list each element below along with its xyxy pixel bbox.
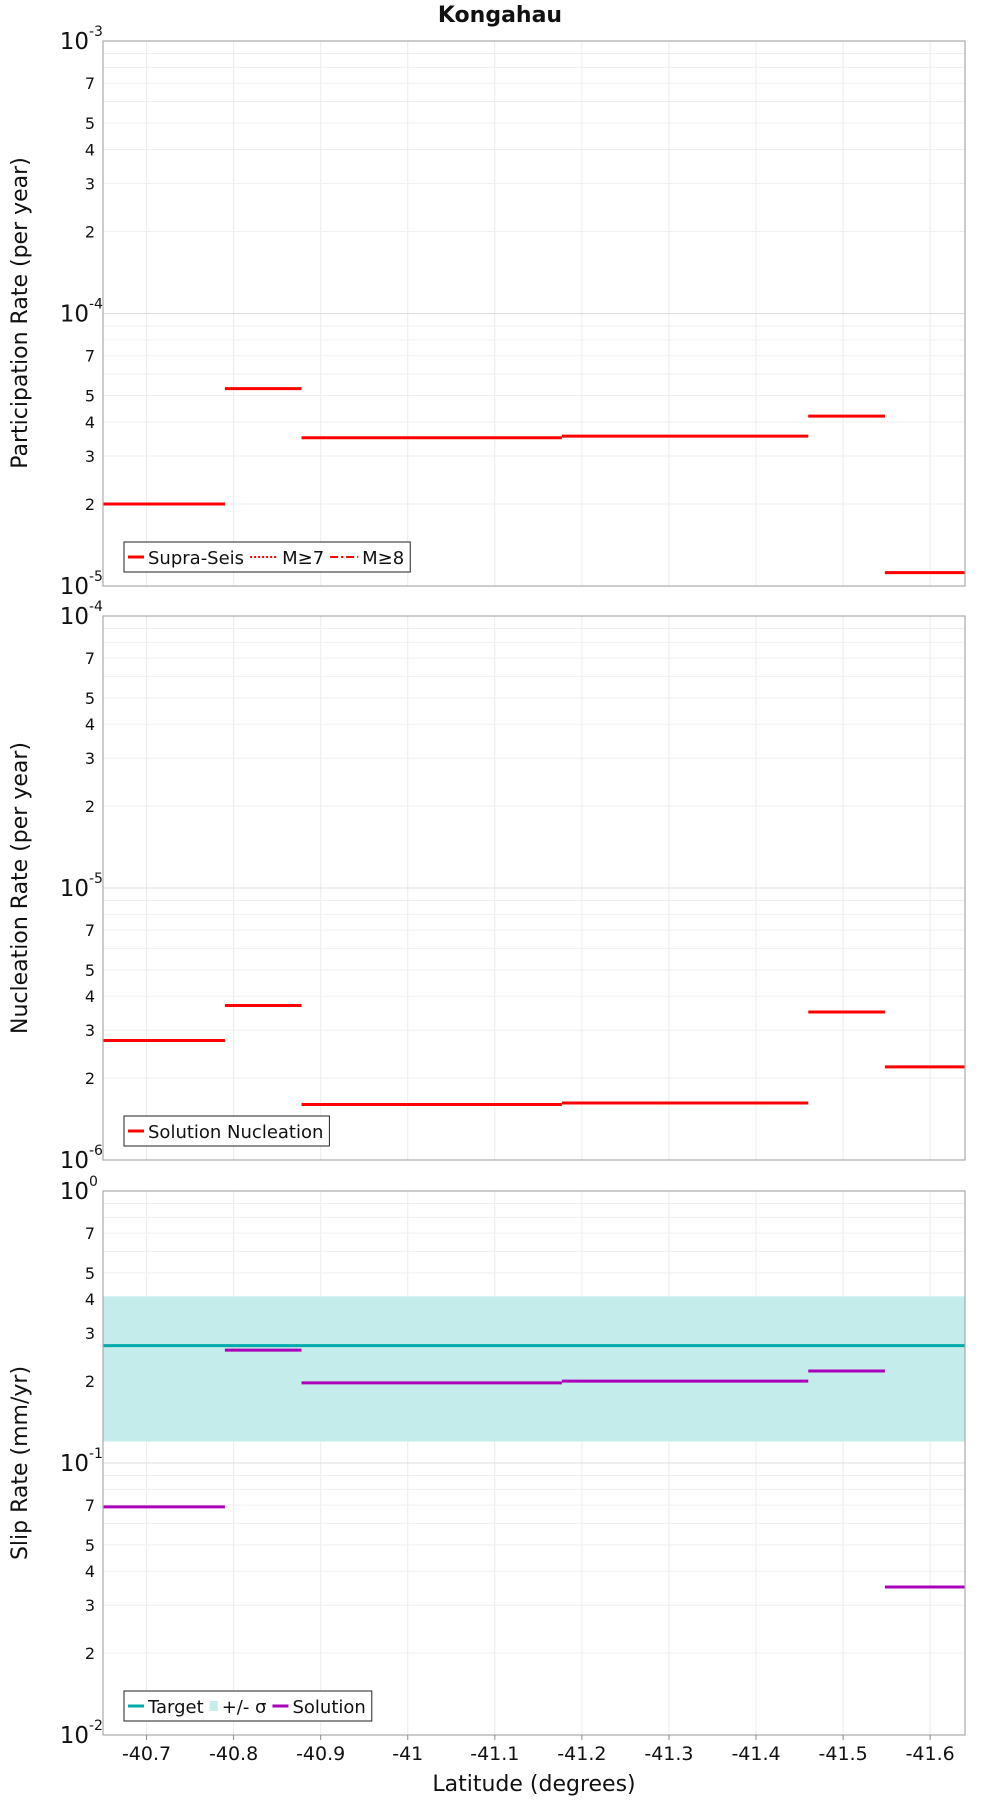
- y-tick-label-decade: 10: [60, 1723, 89, 1749]
- legend-swatch-series: [209, 1701, 218, 1711]
- x-tick-label: -40.9: [296, 1743, 345, 1765]
- participation-y-axis-label: Participation Rate (per year): [8, 157, 33, 469]
- legend-label-m-8: M≥8: [362, 548, 404, 569]
- x-tick-label: -40.7: [122, 1743, 171, 1765]
- y-tick-label: 5: [85, 114, 95, 133]
- y-tick-label: 7: [85, 921, 95, 940]
- y-tick-label: 7: [85, 649, 95, 668]
- legend-box: [123, 1115, 330, 1147]
- x-tick-label: -41.2: [557, 1743, 606, 1765]
- nucleation-plot-frame: [102, 615, 966, 1161]
- legend-box: [123, 1690, 373, 1722]
- x-tick-label: -41.5: [819, 1743, 868, 1765]
- slip-y-axis-label: Slip Rate (mm/yr): [8, 1366, 33, 1560]
- x-tick-label: -41.6: [906, 1743, 955, 1765]
- y-tick-label: 2: [85, 495, 95, 514]
- y-tick-label: 3: [85, 447, 95, 466]
- y-tick-label: 4: [85, 140, 95, 159]
- y-tick-label: 7: [85, 347, 95, 366]
- y-tick-label-decade: 10: [60, 1451, 89, 1477]
- y-tick-label: 3: [85, 174, 95, 193]
- y-tick-label-exponent: -4: [89, 297, 103, 313]
- y-tick-label: 2: [85, 797, 95, 816]
- legend-label-target: Target: [147, 1697, 204, 1718]
- y-tick-label: 2: [85, 1644, 95, 1663]
- y-tick-label: 2: [85, 222, 95, 241]
- y-tick-label: 5: [85, 961, 95, 980]
- y-tick-label-decade: 10: [60, 876, 89, 902]
- y-tick-label-exponent: 0: [89, 1174, 98, 1190]
- x-tick-label: -41.4: [731, 1743, 780, 1765]
- y-tick-label-exponent: -4: [89, 599, 103, 615]
- x-tick-label: -41.1: [470, 1743, 519, 1765]
- legend-label-solution-nucleation: Solution Nucleation: [148, 1122, 323, 1143]
- x-tick-label: -40.8: [209, 1743, 258, 1765]
- y-tick-label-exponent: -5: [89, 871, 103, 887]
- y-tick-label: 5: [85, 1536, 95, 1555]
- x-tick-label: -41: [392, 1743, 423, 1765]
- y-tick-label: 7: [85, 1496, 95, 1515]
- y-tick-label-exponent: -5: [89, 569, 103, 585]
- y-tick-label-exponent: -1: [89, 1446, 103, 1462]
- y-tick-label: 3: [85, 749, 95, 768]
- y-tick-label: 4: [85, 1290, 95, 1309]
- legend-label-m-7: M≥7: [282, 548, 324, 569]
- slip-plot-frame: [102, 1190, 966, 1736]
- y-tick-label: 5: [85, 689, 95, 708]
- y-tick-label-decade: 10: [60, 302, 89, 328]
- x-axis-label: Latitude (degrees): [432, 1772, 635, 1797]
- y-tick-label: 5: [85, 1264, 95, 1283]
- y-tick-label: 3: [85, 1324, 95, 1343]
- y-tick-label-exponent: -3: [89, 24, 103, 40]
- y-tick-label: 4: [85, 987, 95, 1006]
- y-tick-label: 7: [85, 1224, 95, 1243]
- y-tick-label: 4: [85, 1562, 95, 1581]
- nucleation-y-axis-label: Nucleation Rate (per year): [8, 742, 33, 1034]
- legend-label-series: +/- σ: [222, 1697, 267, 1718]
- y-tick-label-exponent: -2: [89, 1718, 103, 1734]
- participation-plot-frame: [102, 40, 966, 587]
- legend-label-solution: Solution: [292, 1697, 365, 1718]
- y-tick-label-exponent: -6: [89, 1143, 103, 1159]
- y-tick-label: 5: [85, 387, 95, 406]
- y-tick-label-decade: 10: [60, 1179, 89, 1205]
- y-tick-label: 3: [85, 1021, 95, 1040]
- y-tick-label: 3: [85, 1596, 95, 1615]
- chart-title: Kongahau: [438, 3, 562, 28]
- y-tick-label: 4: [85, 715, 95, 734]
- sigma-band: [103, 1296, 965, 1442]
- y-tick-label-decade: 10: [60, 1148, 89, 1174]
- y-tick-label-decade: 10: [60, 604, 89, 630]
- y-tick-label: 4: [85, 413, 95, 432]
- legend-label-supra-seis: Supra-Seis: [148, 548, 244, 569]
- y-tick-label-decade: 10: [60, 574, 89, 600]
- y-tick-label: 2: [85, 1069, 95, 1088]
- y-tick-label: 7: [85, 74, 95, 93]
- y-tick-label: 2: [85, 1372, 95, 1391]
- x-tick-label: -41.3: [644, 1743, 693, 1765]
- y-tick-label-decade: 10: [60, 29, 89, 55]
